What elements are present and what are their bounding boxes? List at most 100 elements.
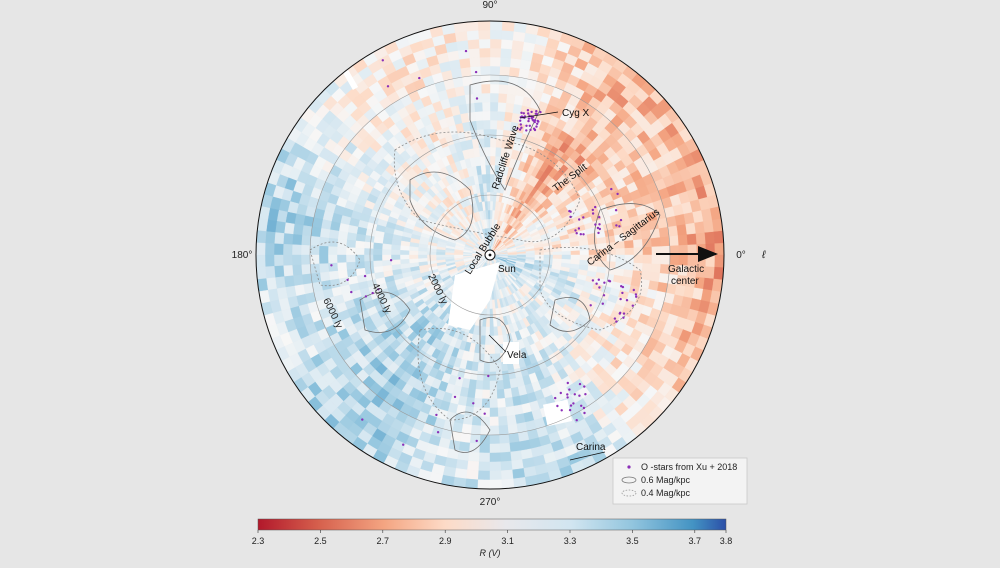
o-star: [569, 215, 572, 219]
o-star: [533, 128, 537, 132]
heatmap-cell: [642, 254, 653, 264]
label-center: center: [671, 276, 699, 287]
heatmap-cell: [482, 119, 491, 130]
o-star: [458, 377, 461, 380]
heatmap-cell: [301, 234, 312, 246]
heatmap-cell: [570, 254, 581, 260]
o-star: [575, 419, 578, 422]
o-star: [418, 76, 421, 80]
o-star: [361, 418, 364, 421]
heatmap-cell: [363, 260, 374, 269]
label-sun: Sun: [498, 264, 516, 275]
o-star: [346, 278, 349, 282]
heatmap-cell: [649, 271, 661, 283]
heatmap-cell: [474, 389, 484, 400]
heatmap-cell: [291, 254, 302, 266]
heatmap-cell: [501, 478, 515, 489]
heatmap-cell: [364, 235, 375, 244]
o-star: [568, 408, 572, 412]
heatmap-cell: [474, 110, 484, 121]
heatmap-cell: [489, 191, 494, 202]
heatmap-cell: [265, 231, 276, 244]
heatmap-cell: [473, 101, 483, 113]
heatmap-cell: [489, 128, 497, 139]
heatmap-cell: [381, 243, 392, 251]
legend-contour-04-label: 0.4 Mag/kpc: [641, 488, 691, 498]
heatmap-cell: [552, 258, 563, 263]
o-star: [330, 264, 333, 267]
heatmap-cell: [483, 137, 491, 148]
o-star: [597, 278, 600, 281]
heatmap-cell: [489, 479, 503, 489]
heatmap-cell: [300, 254, 311, 266]
o-star: [572, 402, 575, 405]
o-star: [527, 112, 530, 115]
o-star: [594, 223, 597, 226]
heatmap-cell: [486, 308, 491, 319]
o-star: [436, 431, 440, 434]
o-star: [573, 393, 576, 396]
heatmap-cell: [480, 74, 491, 85]
o-star: [530, 110, 533, 114]
o-star: [568, 388, 571, 391]
heatmap-cell: [509, 57, 522, 69]
heatmap-cell: [301, 264, 312, 276]
o-star: [435, 413, 438, 417]
heatmap-cell: [444, 252, 455, 256]
colorbar-tick-label: 3.3: [564, 536, 577, 546]
heatmap-cell: [497, 92, 508, 104]
heatmap-cell: [473, 397, 483, 409]
heatmap-cell: [273, 243, 284, 256]
heatmap-cell: [615, 254, 626, 263]
heatmap-cell: [264, 242, 275, 256]
heatmap-cell: [623, 268, 634, 278]
heatmap-cell: [677, 234, 688, 246]
heatmap-cell: [596, 266, 607, 274]
heatmap-cell: [633, 246, 644, 256]
heatmap-cell: [509, 441, 522, 453]
o-star: [577, 227, 581, 230]
heatmap-cell: [489, 137, 497, 148]
heatmap-cell: [457, 48, 470, 60]
heatmap-cell: [570, 258, 581, 265]
heatmap-cell: [320, 219, 332, 230]
heatmap-cell: [318, 245, 329, 256]
heatmap-cell: [510, 450, 523, 462]
heatmap-cell: [417, 250, 428, 256]
colorbar-tick-label: 2.7: [377, 536, 390, 546]
colorbar-tick-label: 2.5: [314, 536, 327, 546]
heatmap-cell: [300, 244, 311, 256]
heatmap-cell: [265, 277, 277, 291]
heatmap-cell: [476, 371, 485, 382]
o-star: [533, 119, 537, 122]
heatmap-cell: [489, 371, 497, 382]
heatmap-cell: [651, 254, 662, 265]
heatmap-cell: [454, 468, 468, 480]
o-star: [483, 412, 486, 415]
heatmap-cell: [417, 247, 428, 252]
heatmap-cell: [489, 209, 493, 220]
heatmap-cell: [408, 250, 419, 256]
colorbar-tick-label: 3.7: [689, 536, 702, 546]
heatmap-cell: [507, 423, 519, 435]
heatmap-cell: [510, 48, 523, 60]
o-star: [520, 111, 523, 115]
heatmap-cell: [291, 244, 302, 256]
o-star: [536, 122, 539, 126]
heatmap-cell: [704, 231, 715, 244]
heatmap-cell: [274, 232, 285, 245]
heatmap-cell: [454, 30, 468, 42]
heatmap-cell: [328, 270, 340, 281]
heatmap-cell: [435, 251, 446, 256]
heatmap-cell: [460, 432, 472, 444]
heatmap-cell: [686, 233, 697, 245]
heatmap-cell: [483, 128, 491, 139]
heatmap-cell: [390, 244, 401, 251]
heatmap-cell: [497, 406, 508, 418]
heatmap-cell: [381, 254, 392, 261]
heatmap-cell: [668, 234, 679, 246]
heatmap-cell: [283, 275, 295, 288]
o-star: [579, 233, 582, 236]
heatmap-cell: [501, 30, 514, 41]
